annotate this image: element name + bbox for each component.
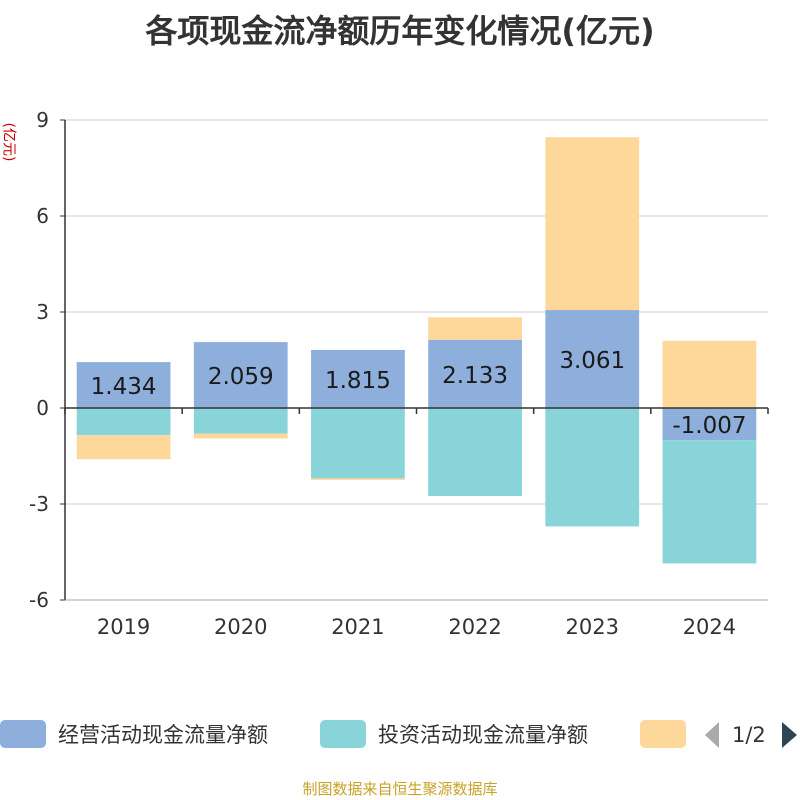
bar-series2-2019[interactable] xyxy=(76,408,171,436)
bar-series1-2020[interactable] xyxy=(193,342,288,408)
legend-next-page-icon[interactable] xyxy=(782,722,797,748)
chart-title: 各项现金流净额历年变化情况(亿元) xyxy=(145,12,655,50)
data-label-2021: 1.815 xyxy=(325,368,391,394)
bar-series1-2024[interactable] xyxy=(662,408,757,441)
x-tick-label: 2022 xyxy=(448,615,501,639)
bar-series1-2019[interactable] xyxy=(76,362,171,408)
legend-page-indicator: 1/2 xyxy=(732,723,766,747)
data-label-2023: 3.061 xyxy=(559,348,625,374)
bar-series2-2022[interactable] xyxy=(428,408,522,496)
y-tick-label: 9 xyxy=(36,108,49,132)
y-tick-label: 0 xyxy=(36,396,49,420)
legend-prev-page-icon[interactable] xyxy=(705,722,719,748)
legend-label-2[interactable]: 投资活动现金流量净额 xyxy=(378,723,588,747)
bar-series1-2021[interactable] xyxy=(311,349,405,408)
bar-series2-2020[interactable] xyxy=(193,408,288,434)
data-label-2020: 2.059 xyxy=(208,364,274,390)
x-tick-label: 2019 xyxy=(97,615,150,639)
data-source-note: 制图数据来自恒生聚源数据库 xyxy=(302,780,498,798)
bar-series3-2024[interactable] xyxy=(662,340,757,408)
legend-swatch-2[interactable] xyxy=(320,720,366,748)
y-tick-label: -6 xyxy=(29,588,49,612)
bar-series3-2020[interactable] xyxy=(193,433,288,439)
x-tick-label: 2024 xyxy=(683,615,736,639)
x-tick-label: 2023 xyxy=(566,615,619,639)
bar-series3-2022[interactable] xyxy=(428,317,522,340)
y-tick-label: -3 xyxy=(29,492,49,516)
data-label-2022: 2.133 xyxy=(442,363,508,389)
x-tick-label: 2021 xyxy=(331,615,384,639)
bar-series1-2023[interactable] xyxy=(545,310,640,408)
bar-series1-2022[interactable] xyxy=(428,339,522,408)
data-label-2019: 1.434 xyxy=(91,374,157,400)
y-tick-label: 3 xyxy=(36,300,49,324)
bar-series2-2024[interactable] xyxy=(662,440,757,564)
x-tick-label: 2020 xyxy=(214,615,267,639)
bar-series3-2023[interactable] xyxy=(545,137,640,311)
bar-series2-2023[interactable] xyxy=(545,408,640,527)
y-tick-label: 6 xyxy=(36,204,49,228)
bar-series3-2019[interactable] xyxy=(76,435,171,460)
data-label-2024: -1.007 xyxy=(672,413,746,439)
legend-swatch-1[interactable] xyxy=(0,720,46,748)
bar-series3-2021[interactable] xyxy=(311,478,405,480)
legend-label-1[interactable]: 经营活动现金流量净额 xyxy=(58,723,268,747)
legend-swatch-3[interactable] xyxy=(640,720,686,748)
bar-series2-2021[interactable] xyxy=(311,408,405,479)
